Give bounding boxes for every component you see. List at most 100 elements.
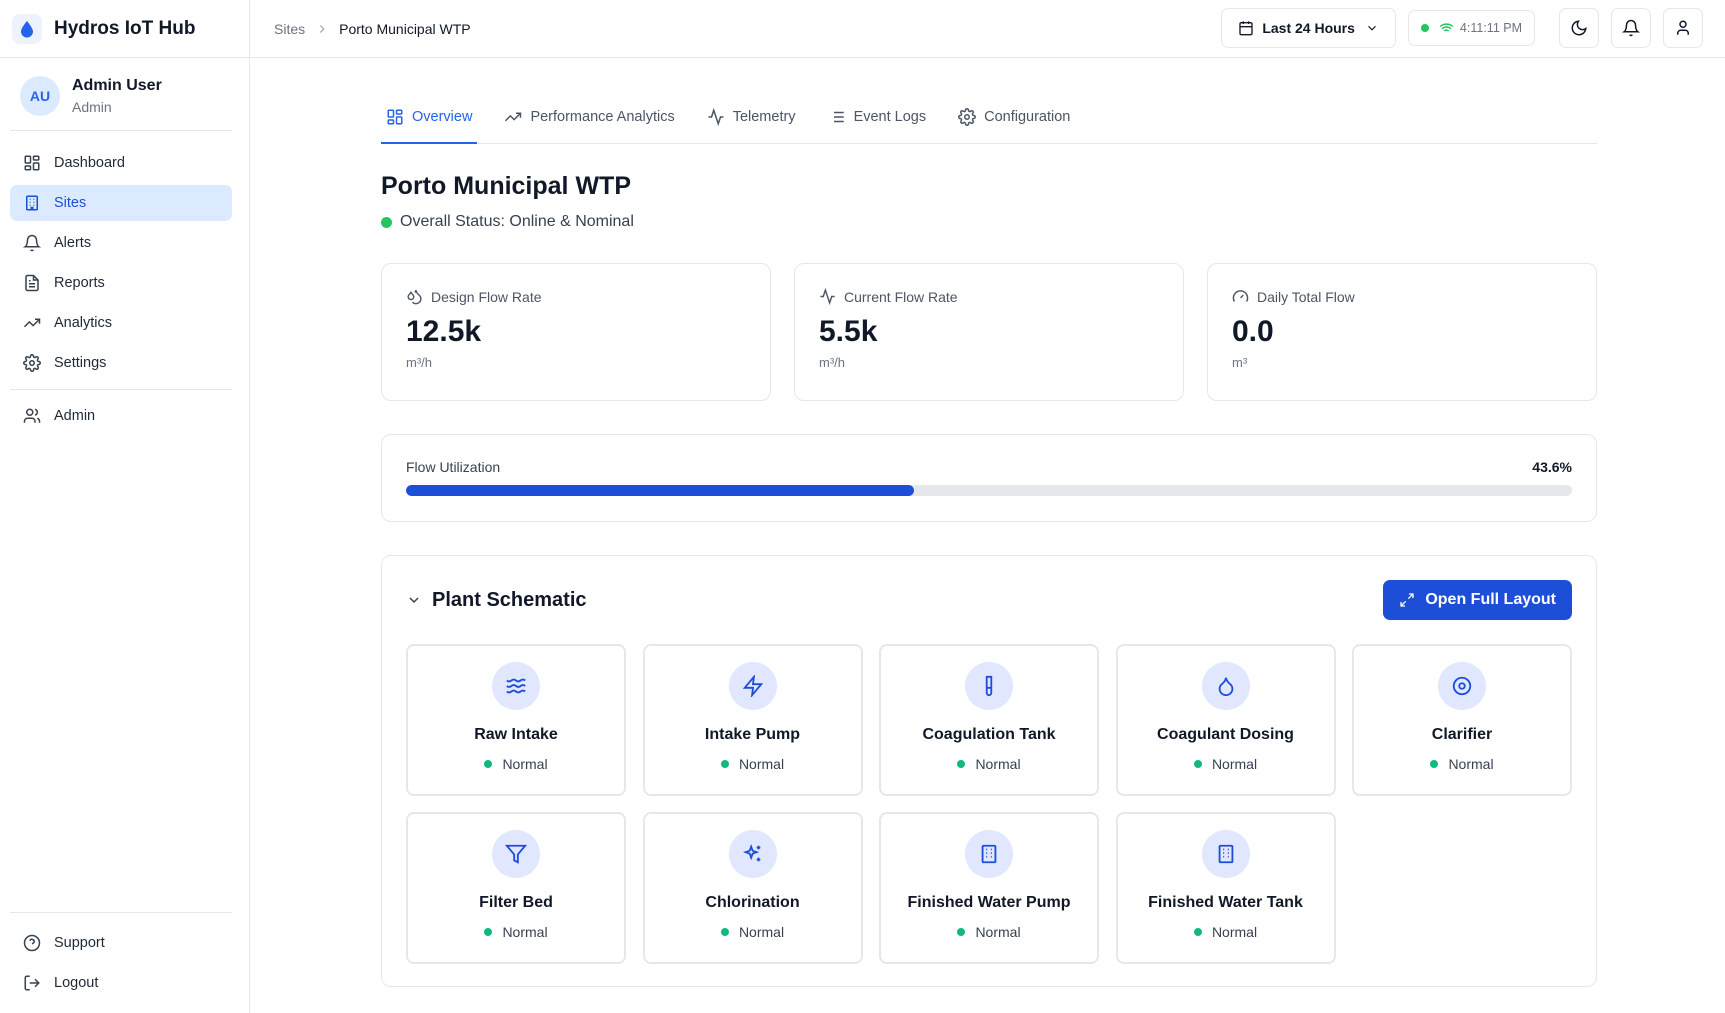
page-title: Porto Municipal WTP (381, 172, 631, 200)
tab-overview[interactable]: Overview (381, 92, 478, 144)
schematic-title: Plant Schematic (432, 588, 587, 611)
grid-icon (386, 108, 404, 126)
sidebar: Hydros IoT Hub AU Admin User Admin Dashb… (0, 0, 250, 1013)
filter-icon (492, 830, 540, 878)
sidebar-item-admin[interactable]: Admin (10, 398, 232, 434)
tab-telemetry[interactable]: Telemetry (702, 92, 801, 144)
flow-metrics: Design Flow Rate 12.5k m³/h Current Flow… (381, 263, 1597, 401)
unit-name: Coagulation Tank (922, 726, 1056, 743)
breadcrumb-sites-link[interactable]: Sites (274, 20, 306, 37)
tab-event-logs[interactable]: Event Logs (823, 92, 932, 144)
unit-card-finished-water-pump[interactable]: Finished Water Pump Normal (879, 812, 1099, 964)
sidebar-item-support[interactable]: Support (10, 925, 232, 961)
sidebar-footer: Support Logout (0, 904, 249, 1005)
sidebar-item-label: Analytics (54, 315, 113, 331)
sidebar-item-label: Reports (54, 275, 105, 291)
bell-icon (1622, 19, 1640, 37)
notifications-button[interactable] (1611, 8, 1651, 48)
time-range-label: Last 24 Hours (1262, 20, 1355, 36)
droplet-icon (1201, 662, 1250, 710)
schematic-toggle[interactable]: Plant Schematic (406, 589, 587, 612)
sidebar-item-settings[interactable]: Settings (10, 345, 232, 381)
unit-name: Finished Water Tank (1148, 894, 1303, 911)
unit-card-coagulant-dosing[interactable]: Coagulant Dosing Normal (1115, 644, 1336, 796)
metric-unit: m³ (1232, 355, 1248, 370)
unit-status-text: Normal (1211, 756, 1258, 772)
unit-name: Coagulant Dosing (1157, 726, 1294, 743)
clock-time: 4:11:11 PM (1459, 21, 1522, 35)
avatar: AU (20, 76, 60, 116)
metric-unit: m³/h (406, 355, 432, 370)
utilization-progress-fill (406, 485, 915, 496)
theme-toggle-button[interactable] (1559, 8, 1599, 48)
unit-card-chlorination[interactable]: Chlorination Normal (642, 812, 863, 964)
metric-value: 0.0 (1232, 315, 1274, 348)
chevron-down-icon (1365, 21, 1379, 35)
droplets-icon (406, 288, 423, 305)
unit-status-text: Normal (1211, 924, 1258, 940)
sidebar-item-alerts[interactable]: Alerts (10, 225, 232, 261)
sidebar-item-logout[interactable]: Logout (10, 965, 232, 1001)
top-header: Sites Porto Municipal WTP Last 24 Hours … (250, 0, 1725, 58)
status-dot (381, 216, 392, 228)
tab-configuration[interactable]: Configuration (953, 92, 1075, 144)
bell-icon (22, 233, 42, 253)
sidebar-item-label: Sites (54, 195, 87, 211)
connection-dot (1420, 24, 1429, 32)
plant-schematic: Plant Schematic Open Full Layout Raw Int… (381, 555, 1597, 987)
tab-performance-analytics[interactable]: Performance Analytics (499, 92, 679, 144)
profile-button[interactable] (1663, 8, 1703, 48)
unit-card-finished-water-tank[interactable]: Finished Water Tank Normal (1115, 812, 1336, 964)
sidebar-item-reports[interactable]: Reports (10, 265, 232, 301)
brand[interactable]: Hydros IoT Hub (0, 0, 249, 58)
main-content: Overview Performance Analytics Telemetry… (250, 58, 1725, 1013)
current-flow-rate-card: Current Flow Rate 5.5k m³/h (794, 263, 1184, 401)
time-range-select[interactable]: Last 24 Hours (1221, 8, 1396, 48)
sidebar-item-analytics[interactable]: Analytics (10, 305, 232, 341)
gear-icon (958, 108, 977, 126)
unit-card-raw-intake[interactable]: Raw Intake Normal (406, 644, 626, 796)
unit-card-intake-pump[interactable]: Intake Pump Normal (642, 644, 863, 796)
status-dot (484, 928, 493, 936)
tab-label: Event Logs (853, 109, 927, 125)
process-units-grid: Raw Intake Normal Intake Pump Normal Coa… (406, 644, 1572, 964)
dashboard-icon (22, 153, 42, 173)
unit-card-clarifier[interactable]: Clarifier Normal (1352, 644, 1572, 796)
unit-name: Finished Water Pump (907, 894, 1071, 911)
user-icon (1674, 19, 1692, 37)
status-dot (1193, 760, 1202, 768)
tab-label: Overview (412, 109, 473, 125)
logout-icon (22, 973, 42, 993)
metric-unit: m³/h (819, 355, 845, 370)
unit-card-filter-bed[interactable]: Filter Bed Normal (406, 812, 626, 964)
target-icon (1438, 662, 1486, 710)
droplet-logo-icon (12, 13, 42, 44)
status-dot (1193, 928, 1202, 936)
unit-status: Normal (957, 924, 1021, 940)
status-dot (957, 760, 966, 768)
site-overview: Overview Performance Analytics Telemetry… (381, 58, 1597, 987)
chevron-right-icon (315, 22, 329, 36)
unit-name: Raw Intake (474, 726, 558, 743)
site-tabs: Overview Performance Analytics Telemetry… (381, 58, 1597, 144)
unit-status-text: Normal (975, 756, 1021, 772)
status-dot (720, 928, 729, 936)
tab-label: Configuration (984, 109, 1071, 125)
trending-up-icon (504, 108, 522, 126)
sidebar-item-dashboard[interactable]: Dashboard (10, 145, 232, 181)
unit-status: Normal (1193, 756, 1258, 772)
open-full-layout-button[interactable]: Open Full Layout (1383, 580, 1572, 620)
user-role: Admin (72, 99, 112, 115)
unit-status: Normal (484, 756, 548, 772)
user-profile[interactable]: AU Admin User Admin (10, 58, 232, 131)
zap-icon (728, 662, 777, 710)
connection-status: 4:11:11 PM (1407, 10, 1535, 46)
overall-status-text: Overall Status: Online & Nominal (400, 213, 634, 230)
sidebar-item-sites[interactable]: Sites (10, 185, 232, 221)
building-icon (1201, 830, 1250, 878)
waves-icon (492, 662, 540, 710)
metric-label: Design Flow Rate (431, 288, 542, 305)
sidebar-item-label: Settings (54, 355, 107, 371)
open-full-layout-label: Open Full Layout (1425, 591, 1556, 608)
unit-card-coagulation-tank[interactable]: Coagulation Tank Normal (879, 644, 1099, 796)
